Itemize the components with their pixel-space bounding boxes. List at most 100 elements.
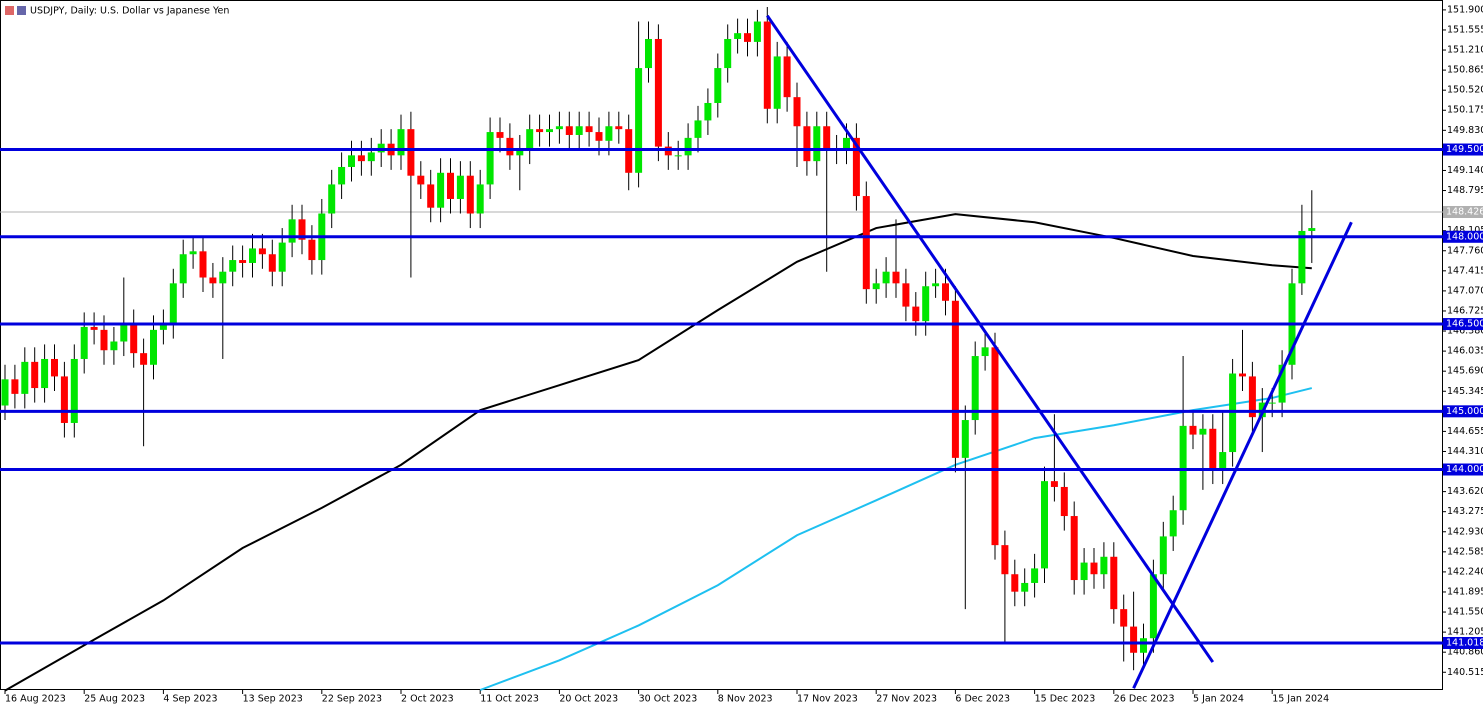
candle-body — [1140, 638, 1147, 653]
y-tick-label: 140.860 — [1447, 647, 1483, 658]
candle-body — [773, 56, 781, 109]
x-tick-label: 5 Jan 2024 — [1193, 694, 1244, 705]
candle-body — [516, 149, 524, 156]
candle-body — [1189, 425, 1197, 435]
y-tick-label: 151.210 — [1447, 45, 1483, 56]
level-label: 146.500 — [1446, 319, 1483, 330]
x-tick-label: 13 Sep 2023 — [243, 694, 303, 705]
candle-body — [1090, 562, 1098, 575]
y-tick-label: 147.415 — [1447, 265, 1483, 276]
y-tick-label: 150.520 — [1447, 85, 1483, 96]
candle-body — [724, 38, 732, 69]
y-tick-label: 143.620 — [1447, 486, 1483, 497]
candle-body — [734, 33, 742, 39]
candle-body — [1268, 402, 1276, 404]
y-tick-label: 141.895 — [1447, 586, 1483, 597]
candle-body — [1308, 228, 1316, 231]
candle-body — [753, 21, 761, 42]
candle-body — [140, 353, 148, 365]
y-tick-label: 149.140 — [1447, 165, 1483, 176]
candle-body — [90, 326, 98, 330]
x-tick-label: 15 Dec 2023 — [1035, 694, 1096, 705]
x-tick-label: 30 Oct 2023 — [639, 694, 698, 705]
symbol-icon — [17, 6, 26, 15]
candle-body — [1120, 609, 1128, 627]
x-tick-label: 4 Sep 2023 — [163, 694, 217, 705]
y-tick-label: 141.550 — [1447, 607, 1483, 618]
candle-body — [120, 324, 128, 342]
candle-body — [100, 329, 108, 351]
candle-body — [654, 38, 662, 147]
candle-body — [1248, 376, 1256, 418]
candle-body — [892, 271, 900, 284]
candle-body — [288, 219, 296, 243]
candle-body — [1209, 428, 1217, 470]
chart-title: USDJPY, Daily: U.S. Dollar vs Japanese Y… — [30, 6, 229, 17]
level-label: 145.000 — [1446, 406, 1483, 417]
x-tick-label: 20 Oct 2023 — [559, 694, 618, 705]
candle-body — [110, 341, 118, 351]
x-tick-label: 27 Nov 2023 — [876, 694, 937, 705]
candle-body — [348, 155, 355, 167]
candle-body — [179, 254, 187, 284]
y-tick-label: 147.760 — [1447, 245, 1483, 256]
candle-body — [417, 175, 425, 185]
candle-body — [328, 184, 336, 214]
candle-body — [1031, 568, 1039, 583]
level-label-bg — [1443, 636, 1483, 649]
candle-body — [506, 137, 514, 156]
candle-body — [605, 126, 613, 141]
plot-frame — [0, 0, 1443, 690]
candle-body — [70, 358, 78, 423]
candle-body — [1149, 574, 1157, 639]
candle-body — [684, 137, 692, 156]
x-tick-label: 15 Jan 2024 — [1272, 694, 1329, 705]
candle-body — [615, 126, 623, 130]
candle-body — [1021, 582, 1029, 592]
y-tick-label: 150.175 — [1447, 105, 1483, 116]
candle-body — [338, 166, 346, 185]
x-tick-label: 6 Dec 2023 — [955, 694, 1010, 705]
candle-body — [367, 152, 375, 162]
candle-body — [456, 175, 464, 199]
candle-body — [258, 248, 266, 255]
y-tick-label: 141.205 — [1447, 627, 1483, 638]
candle-body — [1199, 428, 1207, 435]
candle-body — [41, 358, 49, 389]
candle-body — [397, 129, 405, 156]
y-tick-label: 150.865 — [1447, 65, 1483, 76]
candle-body — [249, 248, 256, 263]
candle-body — [11, 379, 19, 394]
y-tick-label: 143.275 — [1447, 506, 1483, 517]
candle-body — [565, 126, 573, 135]
candle-body — [1100, 556, 1108, 575]
trendline — [766, 14, 1215, 663]
candle-body — [793, 97, 801, 127]
candle-body — [308, 239, 316, 261]
candle-body — [714, 68, 722, 103]
candle-body — [1060, 486, 1068, 517]
y-tick-label: 149.830 — [1447, 125, 1483, 136]
candle-body — [536, 129, 544, 133]
y-tick-label: 145.345 — [1447, 386, 1483, 397]
candle-body — [298, 219, 306, 240]
y-tick-label: 140.515 — [1447, 667, 1483, 678]
candle-body — [496, 132, 504, 138]
candle-body — [932, 283, 940, 287]
candle-body — [555, 126, 563, 130]
level-label-bg — [1443, 405, 1483, 418]
candle-body — [1298, 230, 1306, 284]
candle-body — [645, 38, 652, 69]
candle-body — [268, 254, 276, 272]
candle-body — [981, 347, 989, 357]
candle-body — [704, 102, 712, 121]
trendline — [1132, 221, 1353, 689]
candle-body — [1159, 536, 1167, 575]
candle-body — [763, 21, 771, 109]
candle-body — [1001, 545, 1009, 575]
candle-body — [130, 324, 138, 354]
level-label: 148.000 — [1446, 231, 1483, 242]
y-tick-label: 148.795 — [1447, 185, 1483, 196]
candle-body — [199, 251, 207, 278]
